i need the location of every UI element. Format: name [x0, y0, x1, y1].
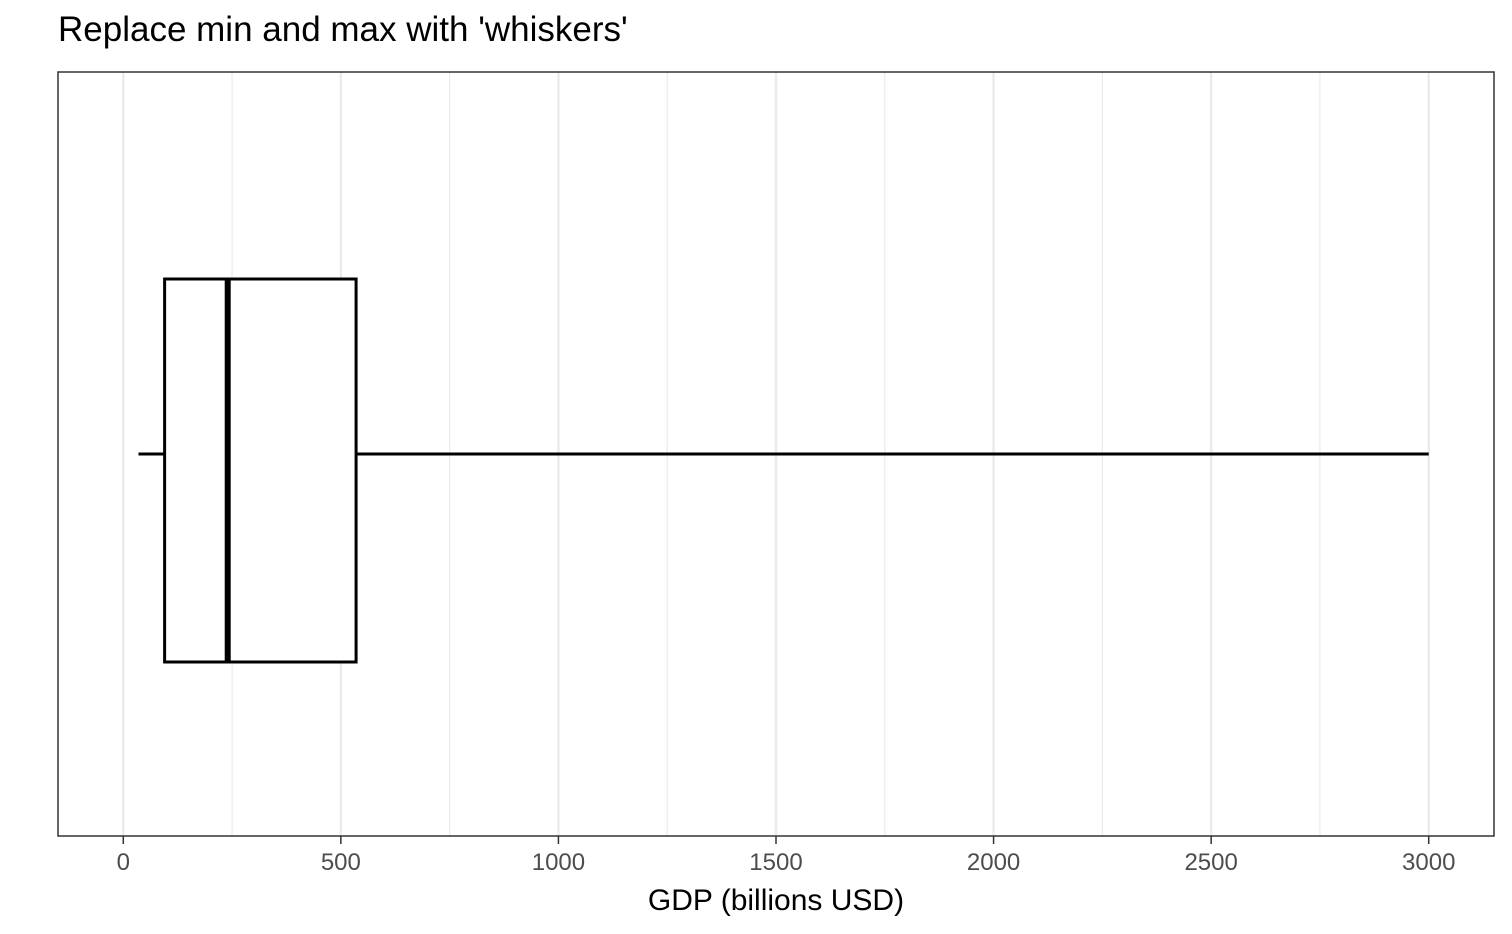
- iqr-box: [163, 277, 358, 664]
- x-tick-label: 2000: [967, 849, 1020, 876]
- x-tick-label: 500: [321, 849, 361, 876]
- x-tick-label: 0: [117, 849, 130, 876]
- boxplot-layer: [138, 277, 1429, 664]
- x-tick-label: 3000: [1402, 849, 1455, 876]
- chart-title: Replace min and max with 'whiskers': [58, 10, 628, 49]
- x-tick-label: 2500: [1184, 849, 1237, 876]
- x-axis-title: GDP (billions USD): [648, 884, 904, 917]
- x-tick-label: 1500: [749, 849, 802, 876]
- x-tick-label: 1000: [532, 849, 585, 876]
- x-axis: 0 500 1000 1500 2000 2500 3000: [117, 836, 1455, 876]
